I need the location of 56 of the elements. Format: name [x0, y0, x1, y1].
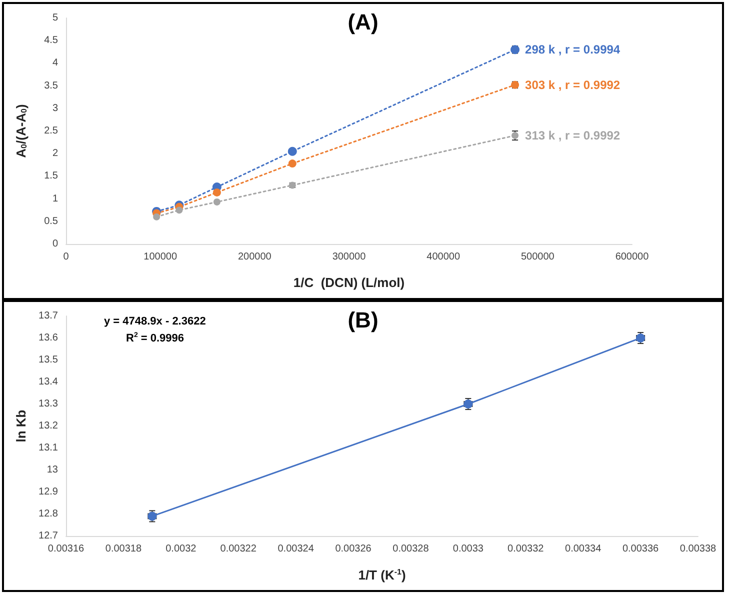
y-tick-label: 1.5 [44, 170, 58, 182]
annotation: y = 4748.9x - 2.3622 [104, 316, 206, 328]
y-tick-label: 3.5 [44, 80, 58, 92]
x-tick-label: 0.00318 [105, 544, 142, 554]
series-label: 303 k , r = 0.9992 [525, 78, 620, 92]
x-tick-label: 0.00338 [680, 544, 717, 554]
point [153, 213, 160, 220]
x-tick-label: 0.00334 [565, 544, 602, 554]
x-tick-label: 0.0032 [166, 544, 197, 554]
y-tick-label: 13.1 [38, 442, 58, 454]
y-tick-label: 13 [46, 464, 58, 476]
point [288, 160, 296, 168]
y-tick-label: 4 [52, 58, 58, 69]
y-tick-label: 12.7 [38, 530, 58, 542]
point [288, 146, 297, 156]
y-tick-label: 13.7 [38, 310, 58, 322]
x-tick-label: 0.00324 [278, 544, 314, 554]
series-label: 298 k , r = 0.9994 [525, 42, 620, 57]
y-tick-label: 2.5 [44, 126, 58, 136]
y-tick-label: 2 [52, 148, 58, 160]
x-axis-title: 1/C (DCN) (L/mol) [293, 275, 405, 290]
x-tick-label: 0.00336 [622, 544, 660, 554]
x-tick-label: 100000 [144, 252, 178, 262]
chart-title: (A) [348, 10, 378, 34]
y-tick-label: 13.2 [38, 420, 58, 432]
x-tick-label: 0.00316 [48, 544, 85, 554]
x-tick-label: 0.00322 [220, 544, 257, 554]
y-tick-label: 13.4 [38, 376, 58, 388]
x-tick-label: 0.00326 [335, 544, 372, 554]
y-tick-label: 5 [52, 12, 58, 24]
x-tick-label: 0.00332 [508, 544, 544, 554]
y-tick-label: 13.6 [38, 332, 58, 344]
x-tick-label: 0.00328 [392, 544, 430, 554]
x-tick-label: 300000 [332, 252, 366, 262]
y-axis-title: ln Kb [14, 410, 29, 442]
point [213, 198, 220, 206]
y-tick-label: 12.9 [38, 486, 58, 498]
y-tick-label: 12.8 [38, 508, 58, 520]
x-tick-label: 500000 [520, 252, 555, 262]
y-tick-label: 13.3 [38, 398, 58, 410]
chart-title: (B) [348, 308, 378, 332]
y-tick-label: 1 [52, 193, 58, 204]
x-tick-label: 200000 [238, 252, 272, 262]
point [212, 188, 221, 196]
y-tick-label: 3 [52, 102, 58, 114]
y-tick-label: 0 [52, 238, 58, 250]
point [176, 206, 183, 214]
x-tick-label: 400000 [426, 252, 460, 262]
x-tick-label: 0 [63, 252, 70, 262]
series-label: 313 k , r = 0.9992 [525, 128, 620, 143]
x-tick-label: 600000 [615, 252, 650, 262]
y-tick-label: 13.5 [38, 354, 58, 366]
y-axis-title: A0/(A-A0) [14, 104, 28, 158]
y-tick-label: 0.5 [44, 216, 58, 227]
x-tick-label: 0.0033 [452, 544, 484, 554]
y-tick-label: 4.5 [44, 35, 58, 46]
